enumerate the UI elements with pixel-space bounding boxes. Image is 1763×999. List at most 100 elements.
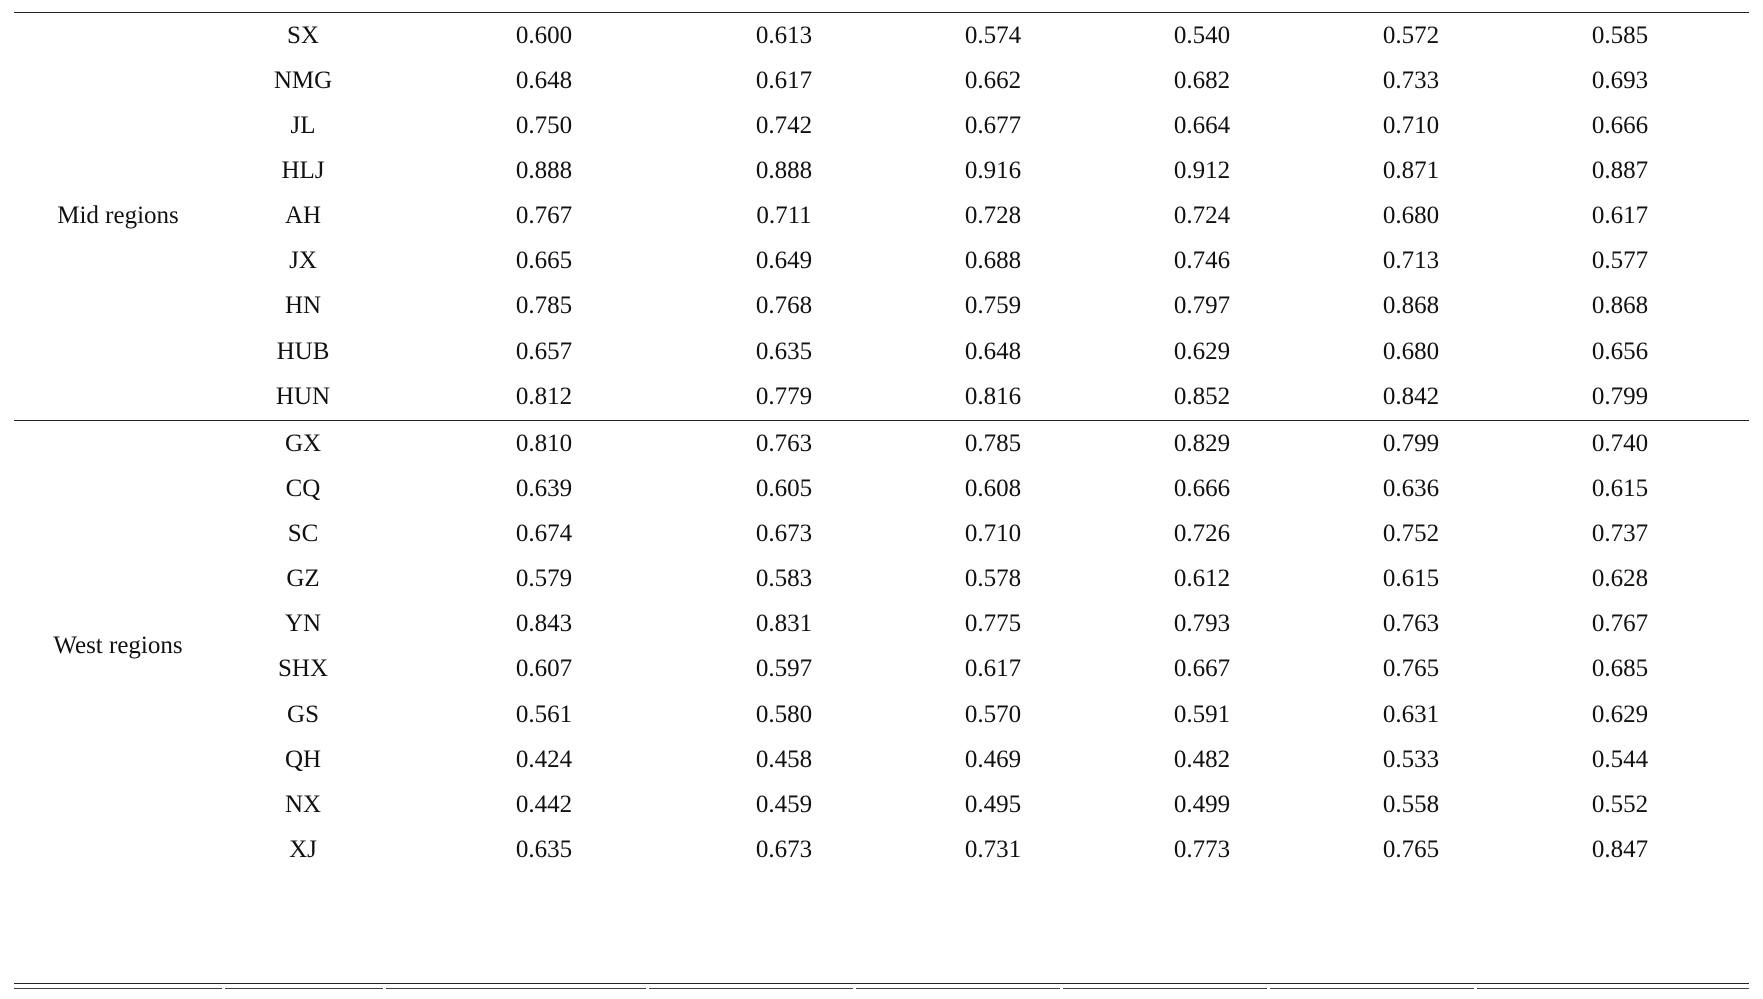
value-cell: 0.657 (515, 338, 573, 365)
value-cell: 0.580 (755, 701, 813, 728)
region-cell: XJ (289, 836, 317, 863)
value-cell: 0.600 (515, 22, 573, 49)
column-segment (1477, 988, 1749, 989)
value-cell: 0.793 (1173, 610, 1231, 637)
value-cell: 0.583 (755, 565, 813, 592)
table-row: CQ 0.639 0.605 0.608 0.666 0.636 0.615 (14, 466, 1749, 511)
group-label: Mid regions (57, 202, 179, 229)
value-cell: 0.831 (755, 610, 813, 637)
column-segment (856, 988, 1060, 989)
region-cell: NMG (273, 67, 333, 94)
table-row: QH 0.424 0.458 0.469 0.482 0.533 0.544 (14, 737, 1749, 782)
value-cell: 0.733 (1382, 67, 1440, 94)
value-cell: 0.797 (1173, 292, 1231, 319)
value-cell: 0.759 (964, 292, 1022, 319)
value-cell: 0.495 (964, 791, 1022, 818)
value-cell: 0.912 (1173, 157, 1231, 184)
value-cell: 0.591 (1173, 701, 1231, 728)
table-row: GX 0.810 0.763 0.785 0.829 0.799 0.740 (14, 421, 1749, 466)
value-cell: 0.667 (1173, 655, 1231, 682)
value-cell: 0.607 (515, 655, 573, 682)
value-cell: 0.664 (1173, 112, 1231, 139)
value-cell: 0.673 (755, 836, 813, 863)
table-row: JL 0.750 0.742 0.677 0.664 0.710 0.666 (14, 103, 1749, 148)
value-cell: 0.665 (515, 247, 573, 274)
region-cell: SX (287, 22, 319, 49)
value-cell: 0.868 (1382, 292, 1440, 319)
value-cell: 0.617 (1591, 202, 1649, 229)
value-cell: 0.635 (515, 836, 573, 863)
table-row: AH 0.767 0.711 0.728 0.724 0.680 0.617 (14, 193, 1749, 238)
value-cell: 0.666 (1591, 112, 1649, 139)
value-cell: 0.742 (755, 112, 813, 139)
table-row: HUN 0.812 0.779 0.816 0.852 0.842 0.799 (14, 374, 1749, 419)
value-cell: 0.852 (1173, 383, 1231, 410)
value-cell: 0.767 (515, 202, 573, 229)
region-cell: GX (284, 430, 322, 457)
value-cell: 0.829 (1173, 430, 1231, 457)
value-cell: 0.552 (1591, 791, 1649, 818)
bottom-rule (14, 983, 1749, 984)
table-row: SC 0.674 0.673 0.710 0.726 0.752 0.737 (14, 511, 1749, 556)
value-cell: 0.779 (755, 383, 813, 410)
column-segment (649, 988, 853, 989)
value-cell: 0.726 (1173, 520, 1231, 547)
value-cell: 0.629 (1173, 338, 1231, 365)
value-cell: 0.887 (1591, 157, 1649, 184)
region-cell: SC (287, 520, 319, 547)
value-cell: 0.773 (1173, 836, 1231, 863)
column-segment (14, 988, 222, 989)
value-cell: 0.631 (1382, 701, 1440, 728)
value-cell: 0.816 (964, 383, 1022, 410)
value-cell: 0.680 (1382, 338, 1440, 365)
value-cell: 0.673 (755, 520, 813, 547)
value-cell: 0.888 (515, 157, 573, 184)
value-cell: 0.629 (1591, 701, 1649, 728)
value-cell: 0.888 (755, 157, 813, 184)
value-cell: 0.688 (964, 247, 1022, 274)
value-cell: 0.713 (1382, 247, 1440, 274)
region-cell: JL (290, 112, 316, 139)
region-cell: HUN (275, 383, 331, 410)
value-cell: 0.740 (1591, 430, 1649, 457)
value-cell: 0.608 (964, 475, 1022, 502)
value-cell: 0.578 (964, 565, 1022, 592)
value-cell: 0.785 (964, 430, 1022, 457)
value-cell: 0.617 (755, 67, 813, 94)
table-row: GZ 0.579 0.583 0.578 0.612 0.615 0.628 (14, 556, 1749, 601)
table-row: SHX 0.607 0.597 0.617 0.667 0.765 0.685 (14, 646, 1749, 691)
value-cell: 0.785 (515, 292, 573, 319)
region-cell: JX (289, 247, 317, 274)
value-cell: 0.533 (1382, 746, 1440, 773)
column-segment (225, 988, 383, 989)
value-cell: 0.499 (1173, 791, 1231, 818)
value-cell: 0.767 (1591, 610, 1649, 637)
table-row: HN 0.785 0.768 0.759 0.797 0.868 0.868 (14, 283, 1749, 328)
value-cell: 0.585 (1591, 22, 1649, 49)
value-cell: 0.482 (1173, 746, 1231, 773)
region-cell: GZ (286, 565, 320, 592)
value-cell: 0.710 (1382, 112, 1440, 139)
value-cell: 0.731 (964, 836, 1022, 863)
value-cell: 0.768 (755, 292, 813, 319)
value-cell: 0.648 (515, 67, 573, 94)
value-cell: 0.868 (1591, 292, 1649, 319)
value-cell: 0.649 (755, 247, 813, 274)
value-cell: 0.847 (1591, 836, 1649, 863)
region-cell: QH (284, 746, 322, 773)
region-cell: CQ (285, 475, 321, 502)
value-cell: 0.685 (1591, 655, 1649, 682)
value-cell: 0.615 (1591, 475, 1649, 502)
column-segment (1063, 988, 1267, 989)
value-cell: 0.572 (1382, 22, 1440, 49)
value-cell: 0.916 (964, 157, 1022, 184)
value-cell: 0.724 (1173, 202, 1231, 229)
value-cell: 0.639 (515, 475, 573, 502)
table-row: YN 0.843 0.831 0.775 0.793 0.763 0.767 (14, 601, 1749, 646)
value-cell: 0.635 (755, 338, 813, 365)
region-cell: HLJ (281, 157, 325, 184)
value-cell: 0.763 (1382, 610, 1440, 637)
value-cell: 0.579 (515, 565, 573, 592)
table-row: NX 0.442 0.459 0.495 0.499 0.558 0.552 (14, 782, 1749, 827)
top-rule (14, 12, 1749, 13)
